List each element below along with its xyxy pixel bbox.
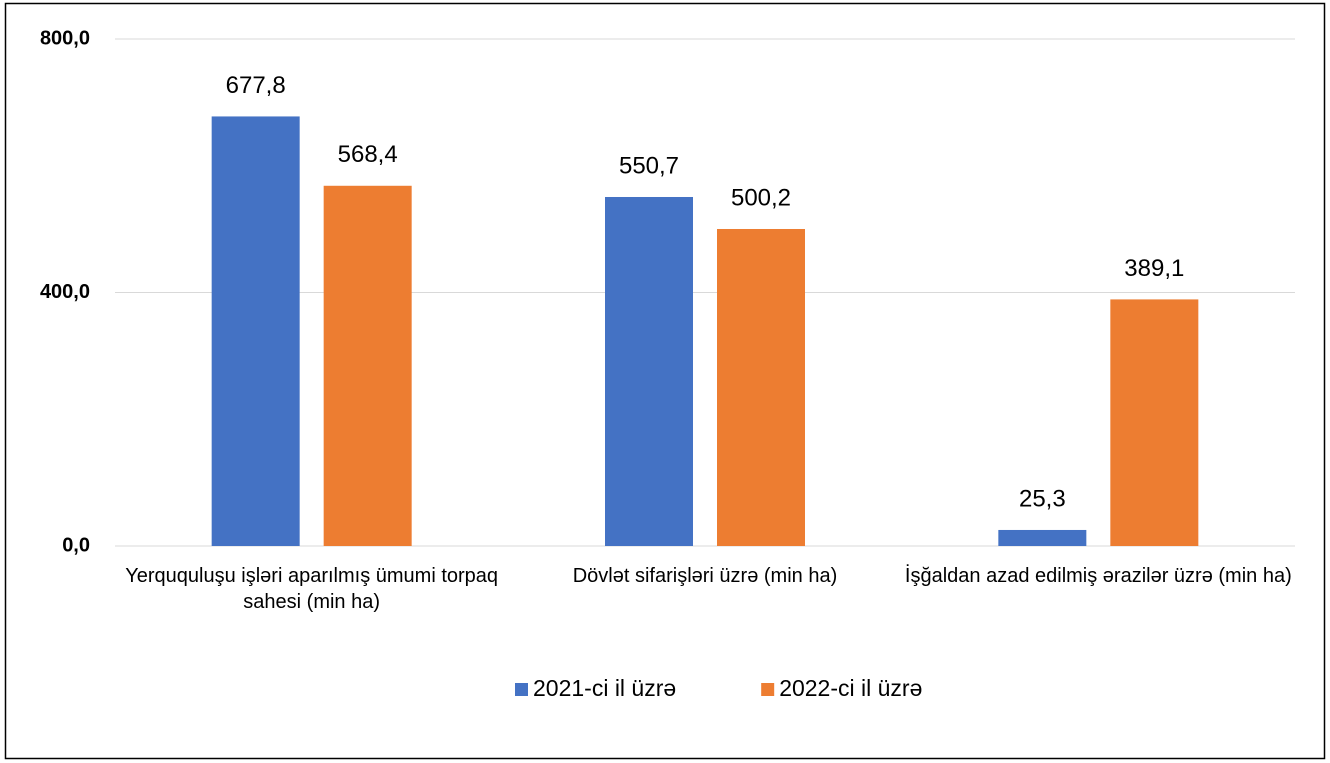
x-tick-label: İşğaldan azad edilmiş ərazilər üzrə (min…	[904, 565, 1292, 587]
legend-swatch	[761, 683, 775, 696]
x-tick-label: Yerququluşu işləri aparılmış ümumi torpa…	[125, 565, 499, 613]
bar	[605, 196, 693, 546]
data-label: 500,2	[731, 184, 791, 211]
bar	[211, 116, 300, 547]
y-tick-label: 400,0	[40, 281, 90, 303]
legend-swatch	[515, 683, 528, 696]
data-label: 550,7	[619, 152, 679, 179]
bar	[717, 228, 805, 547]
data-label: 677,8	[226, 72, 286, 99]
data-label: 389,1	[1124, 255, 1184, 282]
bar	[323, 185, 412, 547]
bar	[1110, 299, 1199, 546]
y-tick-label: 0,0	[62, 534, 90, 556]
bar	[998, 529, 1087, 546]
data-label: 568,4	[338, 141, 398, 168]
x-tick-label: Dövlət sifarişləri üzrə (min ha)	[572, 565, 838, 587]
legend-label: 2021-ci il üzrə	[533, 675, 676, 701]
data-label: 25,3	[1019, 485, 1066, 512]
y-tick-label: 800,0	[40, 27, 90, 49]
legend-label: 2022-ci il üzrə	[779, 675, 922, 701]
